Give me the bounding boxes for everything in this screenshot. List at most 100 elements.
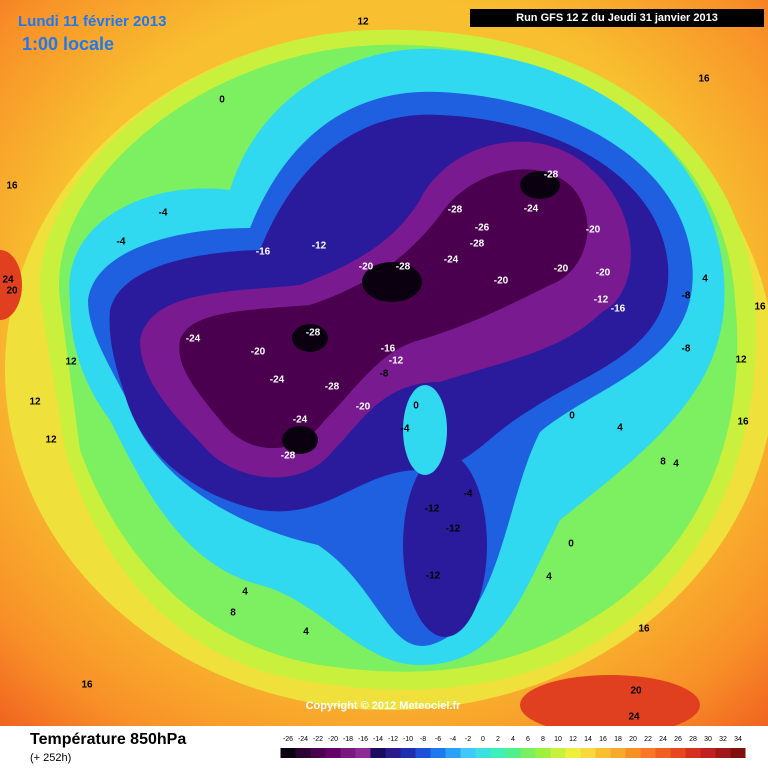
scale-swatch xyxy=(625,748,641,758)
contour-label: 20 xyxy=(630,686,642,697)
scale-label: 30 xyxy=(704,736,712,743)
scale-label: -6 xyxy=(435,736,441,743)
contour-label: 0 xyxy=(413,401,419,412)
scale-swatch xyxy=(535,748,551,758)
contour-label: -24 xyxy=(270,375,285,386)
contour-label: -4 xyxy=(117,237,126,248)
scale-label: 24 xyxy=(659,736,667,743)
contour-label: 8 xyxy=(230,608,236,619)
footer xyxy=(0,726,768,768)
scale-swatch xyxy=(565,748,581,758)
contour-label: 4 xyxy=(242,587,248,598)
zone-arctic-core xyxy=(179,169,588,449)
contour-label: 16 xyxy=(81,680,93,691)
contour-label: -28 xyxy=(396,262,411,273)
contour-label: -28 xyxy=(306,328,321,339)
scale-swatch xyxy=(355,748,371,758)
scale-label: 14 xyxy=(584,736,592,743)
contour-label: -20 xyxy=(596,268,611,279)
scale-swatch xyxy=(445,748,461,758)
scale-swatch xyxy=(610,748,626,758)
scale-label: 6 xyxy=(526,736,530,743)
scale-label: 34 xyxy=(734,736,742,743)
scale-swatch xyxy=(715,748,731,758)
contour-label: -12 xyxy=(389,356,404,367)
contour-label: 4 xyxy=(546,572,552,583)
scale-label: -8 xyxy=(420,736,426,743)
scale-label: 28 xyxy=(689,736,697,743)
contour-label: 4 xyxy=(673,459,679,470)
scale-label: -4 xyxy=(450,736,456,743)
contour-label: 8 xyxy=(660,457,666,468)
contour-label: 24 xyxy=(628,712,640,723)
scale-swatch xyxy=(505,748,521,758)
contour-label: -28 xyxy=(325,382,340,393)
contour-label: 12 xyxy=(357,17,369,28)
scale-swatch xyxy=(520,748,536,758)
footer-title: Température 850hPa xyxy=(30,731,186,748)
scale-swatch xyxy=(550,748,566,758)
scale-label: 0 xyxy=(481,736,485,743)
contour-label: 12 xyxy=(29,397,41,408)
contour-label: 20 xyxy=(6,286,18,297)
contour-label: -20 xyxy=(359,262,374,273)
scale-swatch xyxy=(460,748,476,758)
contour-label: 16 xyxy=(737,417,749,428)
scale-label: -24 xyxy=(298,736,308,743)
contour-label: -4 xyxy=(464,489,473,500)
contour-label: 12 xyxy=(65,357,77,368)
scale-label: -12 xyxy=(388,736,398,743)
scale-label: 10 xyxy=(554,736,562,743)
scale-swatch xyxy=(655,748,671,758)
scale-swatch xyxy=(295,748,311,758)
scale-swatch xyxy=(430,748,446,758)
scale-label: 20 xyxy=(629,736,637,743)
contour-label: -8 xyxy=(682,291,691,302)
contour-label: -16 xyxy=(381,344,396,355)
contour-label: 24 xyxy=(2,275,14,286)
scale-label: -18 xyxy=(343,736,353,743)
scale-swatch xyxy=(325,748,341,758)
scale-swatch xyxy=(670,748,686,758)
scale-swatch xyxy=(280,748,296,758)
scale-label: 4 xyxy=(511,736,515,743)
contour-label: -20 xyxy=(586,225,601,236)
scale-swatch xyxy=(475,748,491,758)
warm-pool xyxy=(0,250,22,320)
valid-date: Lundi 11 février 2013 xyxy=(18,13,166,30)
scale-label: 8 xyxy=(541,736,545,743)
cold-pool xyxy=(282,426,318,454)
map: Lundi 11 février 2013 1:00 locale Run GF… xyxy=(0,0,768,735)
contour-label: -8 xyxy=(682,344,691,355)
scale-swatch xyxy=(685,748,701,758)
scale-swatch xyxy=(400,748,416,758)
contour-label: 4 xyxy=(702,274,708,285)
scale-swatch xyxy=(700,748,716,758)
scale-label: 18 xyxy=(614,736,622,743)
cold-pool xyxy=(292,324,328,352)
scale-label: 2 xyxy=(496,736,500,743)
contour-label: -28 xyxy=(470,239,485,250)
zone-sea xyxy=(403,385,447,475)
contour-label: 16 xyxy=(6,181,18,192)
contour-label: 4 xyxy=(303,627,309,638)
scale-swatch xyxy=(640,748,656,758)
contour-label: -20 xyxy=(251,347,266,358)
contour-label: -20 xyxy=(494,276,509,287)
contour-label: -12 xyxy=(594,295,609,306)
scale-swatch xyxy=(490,748,506,758)
contour-label: -16 xyxy=(256,247,271,258)
contour-label: -28 xyxy=(281,451,296,462)
contour-labels: -28-24-28-26-28-20-24-20 -20-20-28-20-12-… xyxy=(2,17,766,723)
scale-label: -10 xyxy=(403,736,413,743)
contour-label: -24 xyxy=(186,334,201,345)
contour-label: -28 xyxy=(544,170,559,181)
scale-swatch xyxy=(730,748,746,758)
contour-label: 12 xyxy=(45,435,57,446)
contour-label: -28 xyxy=(448,205,463,216)
run-info: Run GFS 12 Z du Jeudi 31 janvier 2013 xyxy=(516,12,718,24)
scale-label: -22 xyxy=(313,736,323,743)
contour-label: -4 xyxy=(401,424,410,435)
scale-label: -20 xyxy=(328,736,338,743)
